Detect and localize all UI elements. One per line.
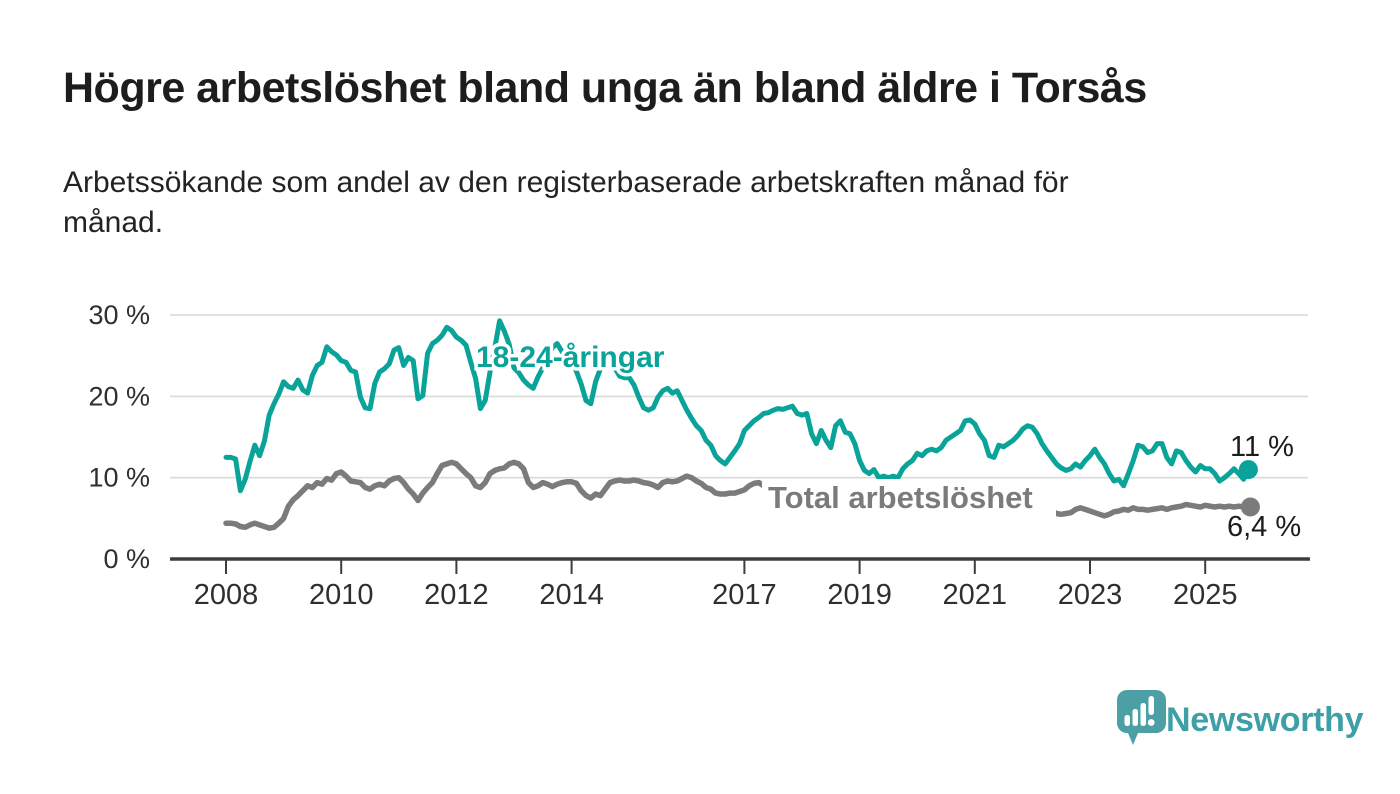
x-axis-label-2017: 2017 — [712, 579, 777, 611]
series-line-total-arbetsloshet — [223, 459, 1252, 531]
y-axis-label-20: 20 % — [88, 381, 150, 411]
x-axis-label-2010: 2010 — [309, 579, 374, 611]
series-labels: Total arbetslöshet 18-24-åringar 11 % 6,4 % — [473, 338, 1302, 544]
series-label-total-arbetsloshet: Total arbetslöshet — [768, 480, 1033, 515]
end-dot-18-24-aringar — [1238, 460, 1258, 480]
end-dot-total-arbetsloshet — [1240, 497, 1260, 517]
x-axis-label-2021: 2021 — [943, 579, 1008, 611]
chart-subtitle-line: Arbetssökande som andel av den registerb… — [63, 166, 1069, 199]
x-axis-label-2019: 2019 — [827, 579, 892, 611]
y-axis-label-30: 30 % — [88, 300, 150, 330]
y-axis-label-10: 10 % — [88, 463, 150, 493]
y-axis-label-0: 0 % — [103, 544, 150, 574]
x-axis-label-2008: 2008 — [194, 579, 259, 611]
x-axis-label-2012: 2012 — [424, 579, 489, 611]
x-axis-label-2023: 2023 — [1058, 579, 1123, 611]
logo-speech-bubble-bar-chart-icon — [1117, 690, 1166, 745]
x-axis-label-2014: 2014 — [539, 579, 604, 611]
series-label-18-24-aringar: 18-24-åringar — [476, 341, 665, 374]
axes: 0 % 10 % 20 % 30 % 2008 2010 2012 2014 2017 2019 2… — [88, 300, 1310, 611]
total-label-mask — [762, 479, 1056, 516]
chart-subtitle: Arbetssökande som andel av den registerb… — [63, 163, 1069, 243]
end-value-label-total: 6,4 % — [1227, 511, 1301, 543]
series-line-18-24-aringar — [223, 318, 1251, 494]
end-value-label-18-24: 11 % — [1230, 431, 1294, 463]
page-title: Högre arbetslöshet bland unga än bland ä… — [63, 64, 1147, 112]
logo-wordmark: Newsworthy — [1166, 701, 1364, 739]
x-axis-label-2025: 2025 — [1173, 579, 1238, 611]
chart-subtitle-line: månad. — [63, 206, 164, 239]
series-lines — [223, 318, 1260, 531]
newsworthy-logo: Newsworthy — [1117, 690, 1364, 745]
